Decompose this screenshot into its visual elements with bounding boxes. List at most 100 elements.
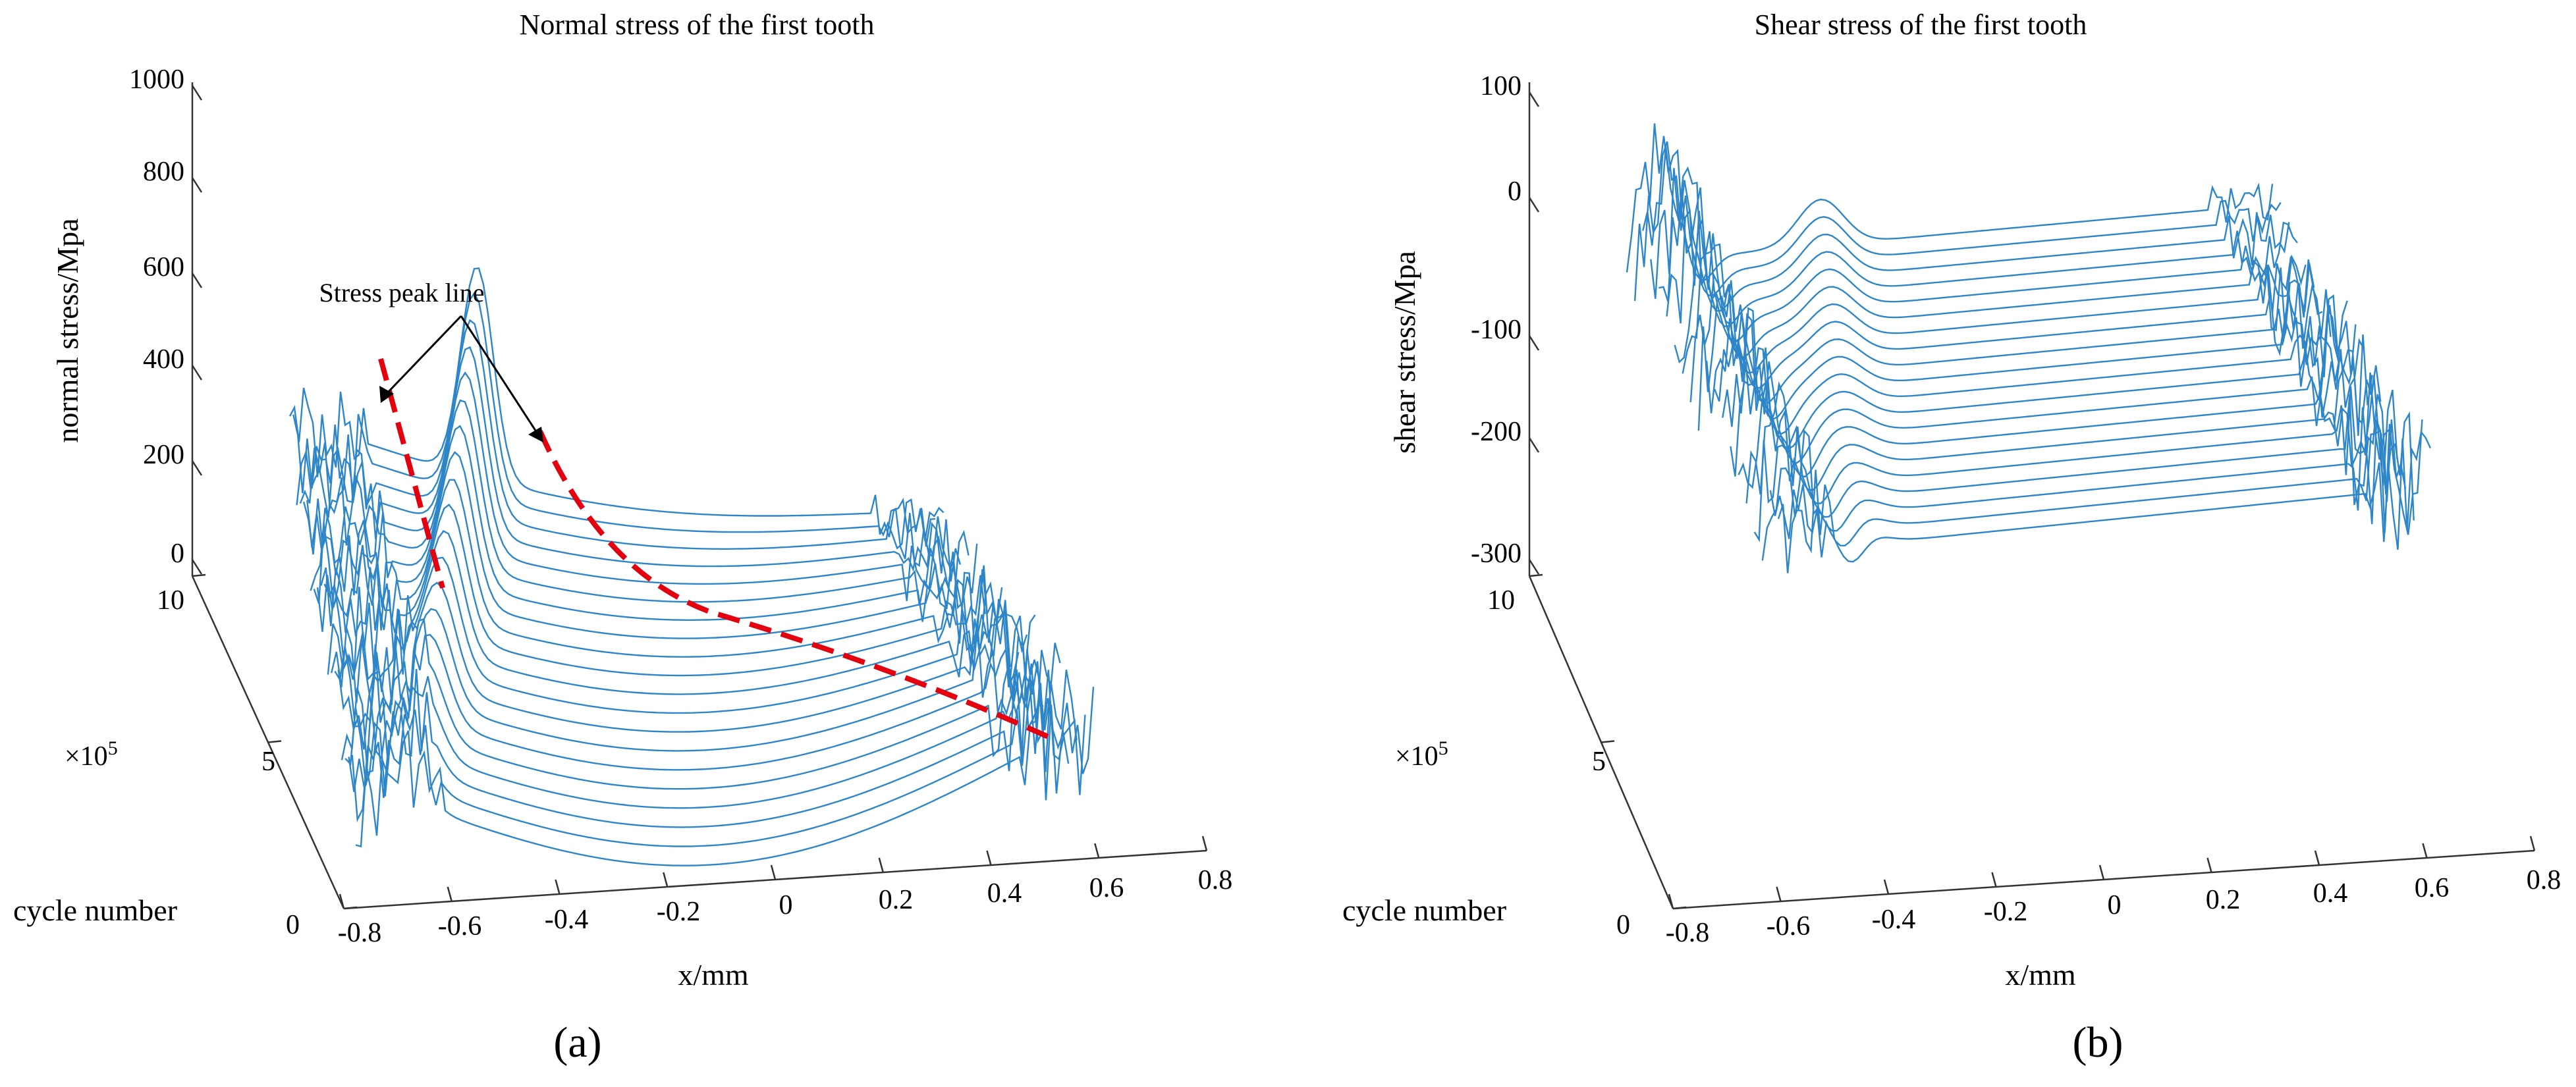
x-tick-mark <box>1668 893 1674 909</box>
x-tick-label: 0.4 <box>987 878 1022 909</box>
y-tick-mark <box>192 573 206 577</box>
z-tick-label: 400 <box>143 344 184 375</box>
z-tick-mark <box>1528 92 1540 107</box>
chart-panel-b: Shear stress of the first tooth -300 -200… <box>1342 9 2561 1067</box>
x-tick-label: 0.2 <box>879 885 914 915</box>
x-tick-mark <box>2206 857 2212 873</box>
y-tick-label: 10 <box>157 585 184 616</box>
y-multiplier-a: ×105 <box>65 737 118 772</box>
y-tick-mark <box>1529 573 1543 577</box>
x-tick-label: -0.6 <box>1767 911 1811 941</box>
x-tick-mark <box>2422 843 2428 859</box>
x-tick-label: 0.8 <box>1198 865 1233 895</box>
y-tick-mark <box>267 740 282 743</box>
series-curve-cycle <box>1626 123 2274 281</box>
x-tick-label: 0.4 <box>2313 878 2348 909</box>
z-tick-label: 1000 <box>129 65 184 95</box>
series-curve-cycle <box>1745 375 2398 504</box>
series-curve-cycle <box>316 479 1003 658</box>
series-curve-cycle <box>1738 372 2390 491</box>
z-tick-label: 0 <box>1508 176 1521 207</box>
x-tick-label: 0.2 <box>2206 885 2241 915</box>
y-tick-label: 5 <box>1592 747 1606 777</box>
x-tick-label: -0.8 <box>338 918 382 948</box>
series-curve-cycle <box>1650 166 2298 328</box>
x-tick-label: -0.4 <box>545 905 589 935</box>
chart-title-b: Shear stress of the first tooth <box>1755 9 2087 41</box>
annotation-arrowhead-right <box>528 427 543 442</box>
x-axis-label-a: x/mm <box>678 958 749 992</box>
series-curve-cycle <box>1705 306 2357 435</box>
panel-label-a: (a) <box>553 1019 601 1067</box>
series-curve-cycle <box>310 425 986 625</box>
z-tick-mark <box>191 365 203 381</box>
series-curve-cycle <box>344 649 1070 809</box>
x-tick-mark <box>1776 886 1782 902</box>
annotation-stress-peak-line: Stress peak line <box>319 278 484 307</box>
series-curve-cycle <box>292 291 945 550</box>
x-tick-mark <box>663 872 669 888</box>
series-curve-cycle <box>320 503 1011 677</box>
x-tick-mark <box>447 886 452 902</box>
x-tick-label: -0.2 <box>657 897 701 927</box>
x-tick-label: 0.6 <box>2415 873 2450 903</box>
annotation-arrow-right <box>460 315 539 435</box>
series-curve-cycle <box>1769 419 2423 558</box>
x-tick-mark <box>2529 835 2536 851</box>
series-curve-cycle <box>327 556 1028 714</box>
series-curve-cycle <box>355 683 1095 866</box>
x-tick-label: 0.6 <box>1089 873 1124 903</box>
z-tick-mark <box>1528 437 1540 453</box>
series-curve-cycle <box>348 669 1078 828</box>
series-curve-cycle <box>1730 347 2382 478</box>
series-curve-cycle <box>1658 187 2307 343</box>
z-tick-label: -300 <box>1471 539 1521 569</box>
x-tick-mark <box>1883 879 1890 895</box>
series-curve-cycle <box>1633 141 2282 302</box>
z-tick-mark <box>191 460 203 476</box>
series-curve-cycle <box>1666 208 2315 359</box>
y-axis-label-b: cycle number <box>1342 893 1506 927</box>
z-tick-label: 100 <box>1480 71 1521 101</box>
z-tick-label: 200 <box>143 440 184 470</box>
y-tick-label: 10 <box>1487 585 1515 616</box>
x-tick-label: -0.6 <box>438 911 482 941</box>
y-tick-mark <box>1601 740 1615 743</box>
series-curve-cycle <box>1697 280 2348 431</box>
series-curve-cycle <box>1753 394 2407 543</box>
x-tick-mark <box>878 857 884 873</box>
series-curve-cycle <box>341 618 1061 790</box>
z-tick-mark <box>1528 335 1540 351</box>
z-axis-label-a: normal stress/Mpa <box>51 218 84 442</box>
x-tick-mark <box>770 864 777 880</box>
series-curve-cycle <box>351 670 1086 847</box>
z-tick-mark <box>1528 197 1540 213</box>
series-curve-cycle <box>337 633 1053 771</box>
x-tick-mark <box>339 893 345 909</box>
series-curve-cycle <box>1689 272 2340 405</box>
series-curve-cycle <box>302 371 970 601</box>
series-curve-cycle <box>296 319 953 572</box>
series-curve-cycle <box>313 451 995 644</box>
series-curve-cycle <box>299 346 962 582</box>
stress-peak-line-left <box>378 358 445 589</box>
x-tick-mark <box>2314 850 2320 866</box>
z-tick-label: 0 <box>171 539 184 569</box>
z-tick-mark <box>191 177 203 193</box>
x-tick-label: 0 <box>2108 890 2122 920</box>
y-tick-label: 0 <box>1616 910 1630 940</box>
series-curve-cycle <box>1761 407 2415 561</box>
chart-title-a: Normal stress of the first tooth <box>520 9 875 41</box>
y-multiplier-b: ×105 <box>1395 737 1448 772</box>
series-group-b <box>1626 123 2432 573</box>
series-curve-cycle <box>1777 430 2432 573</box>
z-tick-label: 800 <box>143 157 184 187</box>
z-tick-mark <box>191 273 203 288</box>
tick-group-a: 0 200 400 600 800 1000 -0.8 -0.6 -0.4 -0.2 0 0.2 0.4… <box>129 65 1232 948</box>
series-curve-cycle <box>1714 313 2365 450</box>
z-tick-label: -200 <box>1471 417 1521 447</box>
y-tick-label: 5 <box>261 747 275 777</box>
series-curve-cycle <box>1682 243 2332 390</box>
